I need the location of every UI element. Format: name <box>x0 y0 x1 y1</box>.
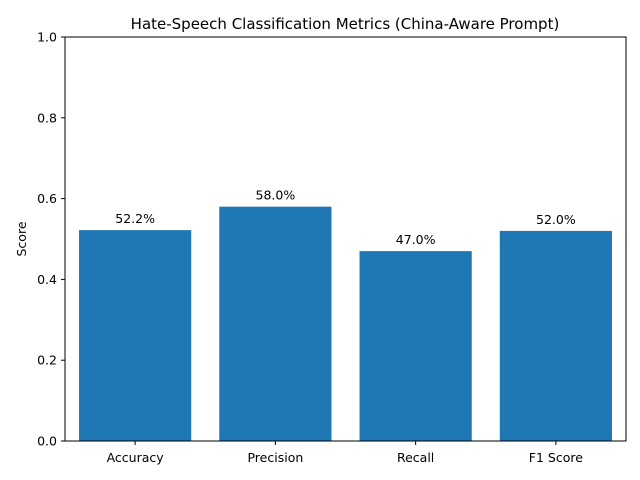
bar-precision <box>219 206 332 441</box>
axes-frame <box>64 36 627 442</box>
y-axis-label: Score <box>14 221 29 256</box>
bar-recall <box>359 251 472 441</box>
chart-title: Hate-Speech Classification Metrics (Chin… <box>131 15 560 33</box>
y-tick-label: 0.0 <box>37 434 57 449</box>
bar-f1-score <box>499 230 612 441</box>
plot-area: 52.2% Accuracy 58.0% Precision 47.0% Recall 52… <box>37 30 627 465</box>
y-tick-label: 0.8 <box>37 110 57 125</box>
y-tick-label: 0.6 <box>37 191 57 206</box>
x-tick-label: F1 Score <box>529 450 583 465</box>
y-tick-label: 0.2 <box>37 353 57 368</box>
x-tick-label: Precision <box>247 450 303 465</box>
data-label: 52.0% <box>536 212 576 227</box>
data-label: 52.2% <box>115 211 155 226</box>
x-tick-label: Recall <box>397 450 434 465</box>
y-tick-label: 0.4 <box>37 272 57 287</box>
y-tick-label: 1.0 <box>37 30 57 45</box>
data-label: 58.0% <box>256 188 296 203</box>
bar-accuracy <box>79 230 192 441</box>
x-tick-label: Accuracy <box>107 450 165 465</box>
data-label: 47.0% <box>396 232 436 247</box>
